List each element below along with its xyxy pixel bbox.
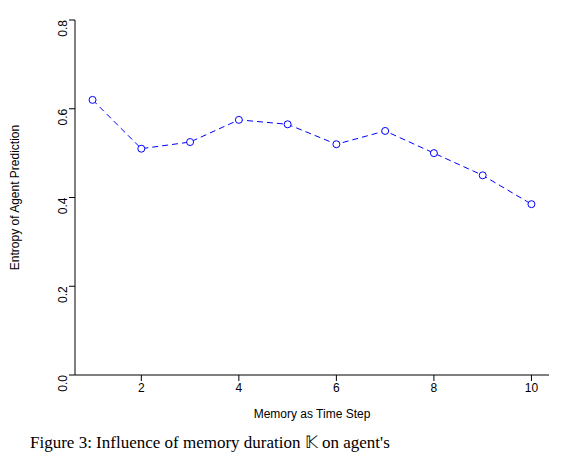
- svg-text:0.2: 0.2: [56, 286, 70, 303]
- svg-text:6: 6: [333, 381, 340, 395]
- svg-text:8: 8: [431, 381, 438, 395]
- svg-text:0.8: 0.8: [56, 20, 70, 37]
- svg-text:10: 10: [525, 381, 539, 395]
- svg-text:0.0: 0.0: [56, 375, 70, 392]
- svg-text:Memory as Time Step: Memory as Time Step: [254, 407, 371, 421]
- svg-text:Entropy of Agent Prediction: Entropy of Agent Prediction: [8, 125, 22, 270]
- svg-text:0.4: 0.4: [56, 197, 70, 214]
- html-text:Figure 3: Influence of memory: Figure 3: Influence of memory duration 𝕂…: [30, 433, 390, 452]
- svg-text:2: 2: [138, 381, 145, 395]
- svg-text:0.6: 0.6: [56, 108, 70, 125]
- svg-text:4: 4: [236, 381, 243, 395]
